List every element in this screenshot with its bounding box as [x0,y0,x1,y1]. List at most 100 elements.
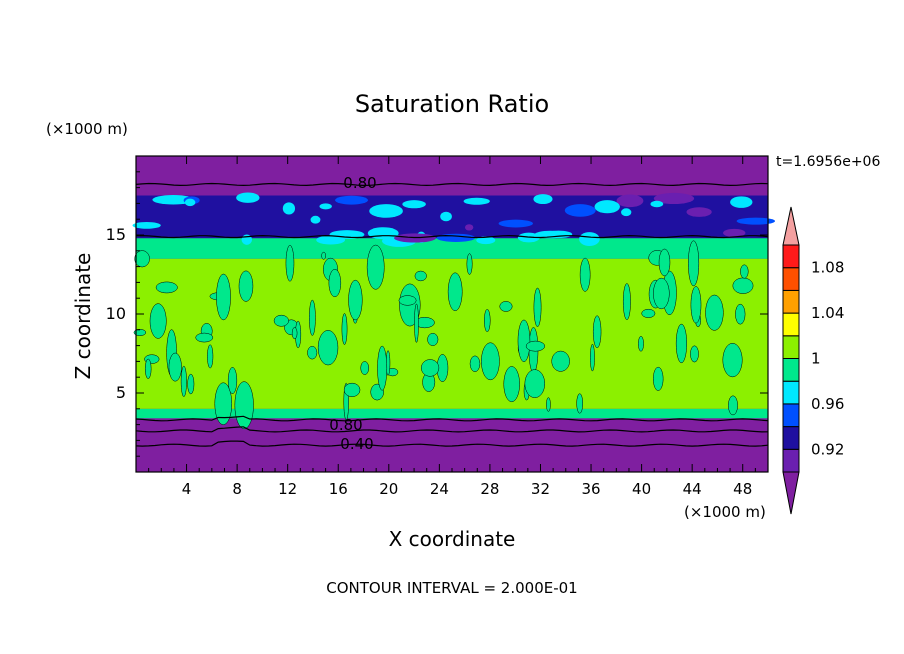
upper-patch-27 [335,195,369,205]
mid-cell-53 [317,330,339,366]
mid-cell-8 [469,355,481,372]
upper-patch-33 [616,194,644,208]
contour-line-1 [135,234,769,239]
upper-patch-17 [132,222,161,229]
mid-cell-50 [414,303,419,343]
colorbar-segment-4 [782,358,800,382]
mid-cell-64 [273,314,289,327]
mid-cell-16 [735,303,746,325]
mid-cell-73 [728,395,738,416]
upper-patch-15 [476,236,496,245]
x-axis-label: X coordinate [389,527,516,551]
mid-cell-80 [360,361,370,375]
upper-patch-14 [653,192,695,205]
x-unit-label: (×1000 m) [684,503,766,521]
chart-title: Saturation Ratio [355,90,549,118]
mid-cell-20 [366,244,385,290]
x-tick-label-4: 20 [379,480,398,498]
mid-cell-72 [377,345,388,391]
upper-patch-9 [498,219,533,228]
colorbar-segment-2 [782,403,800,428]
colorbar-arrow-bottom [782,471,800,515]
x-tick-label-1: 8 [232,480,242,498]
x-tick-label-6: 28 [480,480,499,498]
mid-cell-14 [705,294,724,331]
mid-cell-83 [180,365,187,397]
value-band-1 [136,408,768,419]
colorbar-segment-8 [782,267,800,291]
mid-cell-37 [168,352,182,382]
upper-patch-24 [319,203,332,210]
x-tick-label-3: 16 [329,480,348,498]
mid-cell-13 [307,346,318,360]
mid-cell-62 [546,397,551,412]
colorbar-label-4: 1.08 [811,259,844,277]
mid-cell-24 [641,308,656,318]
colorbar-segment-3 [782,380,800,405]
colorbar-segment-7 [782,289,800,314]
upper-patch-22 [650,200,664,208]
upper-patch-23 [310,215,321,224]
upper-patch-35 [594,200,620,214]
x-tick-label-2: 12 [278,480,297,498]
upper-patch-4 [152,194,195,205]
mid-cell-58 [134,250,150,268]
upper-patch-0 [440,211,452,222]
upper-patch-11 [533,194,553,205]
mid-cell-47 [195,332,214,343]
mid-cell-55 [238,270,254,302]
mid-cell-36 [144,358,152,379]
mid-cell-31 [234,381,254,430]
mid-cell-15 [309,299,316,336]
x-tick-label-11: 48 [733,480,752,498]
upper-patch-20 [564,204,596,217]
x-tick-label-9: 40 [632,480,651,498]
upper-patch-39 [367,227,399,240]
mid-cell-28 [133,329,147,337]
x-tick-label-5: 24 [430,480,449,498]
contour-line-0 [135,182,769,187]
colorbar: 0.92 0.96 1 1.04 1.08 [782,206,844,515]
colorbar-label-0: 0.92 [811,440,844,458]
mid-cell-46 [622,283,631,320]
contour-interval-footer: CONTOUR INTERVAL = 2.000E-01 [326,579,577,597]
mid-cell-43 [421,359,440,377]
y-tick-label-0: 5 [116,383,126,402]
colorbar-label-2: 1 [811,350,821,368]
mid-cell-44 [517,319,531,363]
colorbar-segment-5 [782,335,800,359]
time-label: t=1.6956e+06 [776,154,880,170]
y-ticks: 5 10 15 [106,171,768,457]
mid-cell-9 [592,315,602,349]
x-tick-label-10: 44 [683,480,702,498]
mid-cell-27 [499,301,513,312]
mid-cell-60 [525,340,546,352]
mid-cell-85 [658,248,671,277]
mid-cell-82 [343,382,361,397]
mid-cell-22 [690,345,699,363]
mid-cell-70 [740,264,749,279]
mid-cell-75 [348,279,363,321]
upper-patch-5 [723,228,746,238]
mid-cell-41 [328,268,342,298]
contour-line-3 [135,426,769,433]
mid-cell-84 [341,313,348,345]
upper-patch-28 [184,198,196,207]
colorbar-label-1: 0.96 [811,395,844,413]
mid-cell-38 [466,253,473,275]
x-ticks: 4 8 12 16 20 24 28 32 36 40 44 48 [148,156,756,498]
mid-cell-71 [551,350,570,372]
mid-cell-81 [227,367,238,394]
mid-cell-79 [427,333,439,346]
colorbar-label-3: 1.04 [811,304,844,322]
contour-label-lower-2: 0.40 [340,435,373,453]
y-unit-label: (×1000 m) [46,120,128,138]
upper-patch-13 [282,202,296,215]
value-band-3 [136,238,768,259]
upper-patch-12 [402,200,426,209]
mid-cell-10 [688,240,700,287]
contour-label-top: 0.80 [343,174,376,192]
mid-cell-12 [216,273,231,321]
